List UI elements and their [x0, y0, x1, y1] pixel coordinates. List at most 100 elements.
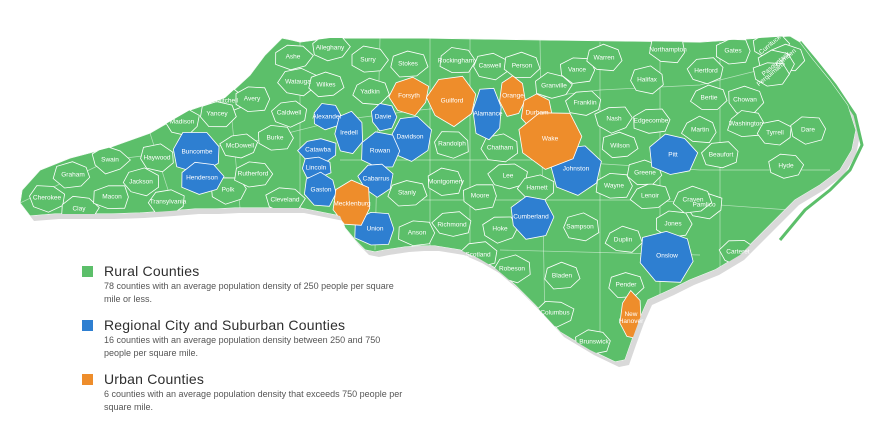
county-label-onslow: Onslow: [656, 253, 678, 260]
legend-urban: Urban Counties 6 counties with an averag…: [82, 370, 422, 413]
county-rowan: [361, 131, 401, 168]
county-label-iredell: Iredell: [340, 130, 358, 137]
county-dare: [790, 116, 827, 145]
county-label-wilkes: Wilkes: [316, 82, 336, 89]
county-ashe: [275, 44, 314, 71]
legend-rural: Rural Counties 78 counties with an avera…: [82, 262, 422, 305]
county-label-columbus: Columbus: [540, 310, 570, 317]
county-label-chatham: Chatham: [487, 145, 513, 152]
county-beaufort: [701, 141, 739, 169]
county-hertford: [686, 57, 724, 85]
county-rockingham: [439, 47, 477, 74]
county-label-cherokee: Cherokee: [33, 195, 62, 202]
county-label-craven: Craven: [683, 197, 704, 204]
county-label-henderson: Henderson: [186, 175, 218, 182]
county-randolph: [434, 131, 469, 159]
county-moore: [462, 184, 497, 211]
county-bladen: [544, 261, 581, 290]
county-label-anson: Anson: [408, 230, 427, 237]
county-wilson: [601, 131, 639, 159]
county-stokes: [390, 50, 429, 78]
county-hyde: [768, 153, 805, 179]
county-label-brunswick: Brunswick: [579, 339, 609, 346]
county-cumberland: [510, 195, 555, 240]
county-label-hertford: Hertford: [694, 68, 718, 75]
county-label-alexander: Alexander: [312, 114, 342, 121]
county-onslow: [639, 230, 694, 283]
county-orange: [499, 75, 526, 117]
county-label-union: Union: [367, 226, 384, 233]
county-label-macon: Macon: [102, 194, 122, 201]
county-label-sampson: Sampson: [566, 224, 594, 231]
county-label-stanly: Stanly: [398, 190, 417, 197]
county-label-swain: Swain: [101, 157, 119, 164]
legend-urban-description: 6 counties with an average population de…: [104, 389, 403, 412]
county-stanly: [387, 180, 428, 207]
county-label-chowan: Chowan: [733, 97, 757, 104]
county-label-carteret: Carteret: [726, 249, 750, 256]
county-caldwell: [271, 100, 308, 128]
county-label-surry: Surry: [360, 57, 376, 64]
county-label-martin: Martin: [691, 127, 709, 134]
county-label-new-hanover: New Hanover: [619, 311, 644, 325]
legend-suburban-title: Regional City and Suburban Counties: [104, 317, 346, 333]
county-label-dare: Dare: [801, 127, 815, 134]
county-gates: [716, 38, 751, 65]
county-label-person: Person: [512, 63, 533, 70]
county-border-11: [340, 159, 830, 171]
county-lee: [487, 163, 528, 190]
county-label-lincoln: Lincoln: [306, 165, 327, 172]
county-davie: [370, 103, 398, 132]
county-label-scotland: Scotland: [465, 252, 491, 259]
county-label-caldwell: Caldwell: [277, 110, 302, 117]
county-label-cleveland: Cleveland: [271, 197, 300, 204]
county-watauga: [277, 67, 317, 97]
county-label-alamance: Alamance: [474, 111, 503, 118]
county-union: [354, 211, 395, 246]
county-label-bladen: Bladen: [552, 273, 573, 280]
county-label-greene: Greene: [634, 170, 656, 177]
county-label-cabarrus: Cabarrus: [363, 176, 390, 183]
county-label-montgomery: Montgomery: [428, 179, 465, 186]
county-label-wayne: Wayne: [604, 183, 624, 190]
county-label-gaston: Gaston: [311, 187, 332, 194]
county-label-cumberland: Cumberland: [513, 214, 549, 221]
legend-suburban: Regional City and Suburban Counties 16 c…: [82, 316, 422, 359]
urban-swatch: [82, 374, 93, 385]
county-label-guilford: Guilford: [441, 98, 464, 105]
county-wilkes: [308, 71, 345, 98]
county-avery: [235, 86, 271, 113]
county-label-yadkin: Yadkin: [360, 89, 380, 96]
county-label-halifax: Halifax: [637, 77, 658, 84]
county-label-rowan: Rowan: [370, 148, 391, 155]
county-label-lenoir: Lenoir: [641, 193, 660, 200]
county-label-edgecombe: Edgecombe: [634, 118, 669, 125]
county-perquimans: [752, 62, 790, 87]
county-sampson: [563, 212, 600, 242]
county-yadkin: [352, 77, 390, 106]
county-davidson: [391, 116, 432, 162]
county-label-duplin: Duplin: [614, 237, 633, 244]
county-gaston: [303, 171, 337, 207]
county-label-burke: Burke: [267, 135, 284, 142]
county-wayne: [595, 172, 633, 199]
county-washington: [727, 110, 765, 138]
county-halifax: [630, 65, 664, 95]
county-label-jackson: Jackson: [129, 179, 153, 186]
county-label-johnston: Johnston: [563, 166, 590, 173]
county-label-wilson: Wilson: [610, 143, 630, 150]
county-label-graham: Graham: [61, 172, 84, 179]
county-label-hyde: Hyde: [778, 163, 794, 170]
county-label-avery: Avery: [244, 96, 261, 103]
county-label-pender: Pender: [616, 282, 638, 289]
county-label-bertie: Bertie: [701, 95, 718, 102]
county-label-washington: Washington: [729, 121, 763, 128]
outer-banks: [778, 41, 864, 241]
county-label-ashe: Ashe: [286, 54, 301, 61]
county-label-robeson: Robeson: [499, 266, 525, 273]
county-jackson: [122, 167, 160, 197]
county-label-rockingham: Rockingham: [438, 58, 474, 65]
county-label-davidson: Davidson: [396, 134, 423, 141]
county-graham: [52, 161, 91, 189]
